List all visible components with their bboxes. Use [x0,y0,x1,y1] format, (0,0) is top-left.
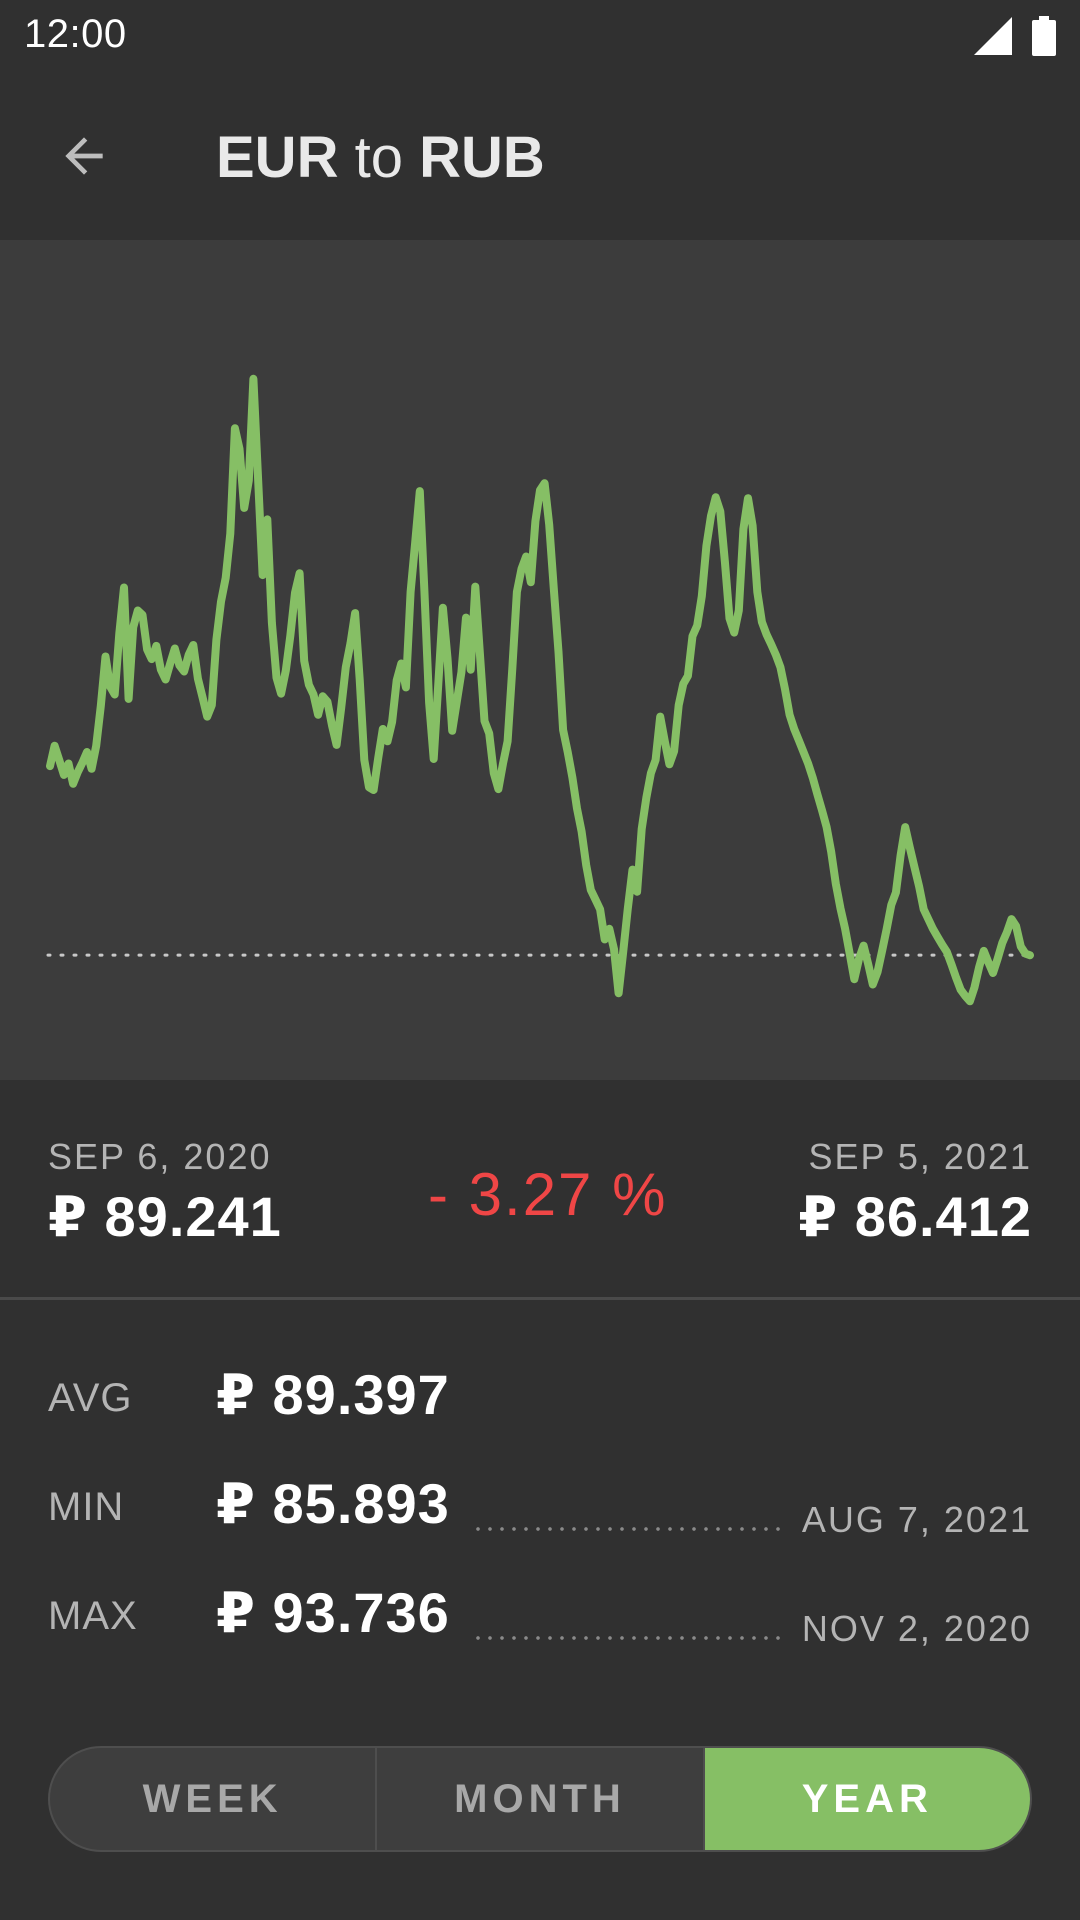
stat-min-leader-dots [472,1527,782,1531]
period-month-button[interactable]: MONTH [375,1748,702,1850]
period-summary: SEP 6, 2020 ₽ 89.241 - 3.27 % SEP 5, 202… [0,1080,1080,1298]
divider [0,1297,1080,1300]
period-week-button[interactable]: WEEK [142,1776,283,1821]
stat-max-value: ₽ 93.736 [216,1581,450,1644]
end-value: ₽ 86.412 [798,1185,1032,1248]
stat-max-date: NOV 2, 2020 [801,1608,1032,1649]
stat-min-value: ₽ 85.893 [216,1472,450,1535]
chart-svg [46,374,1034,1006]
stat-min: MIN ₽ 85.893 AUG 7, 2021 [0,1471,1080,1561]
page-title: EUR to RUB [216,124,545,191]
title-from-currency: EUR [216,125,339,190]
title-to-currency: RUB [419,125,545,190]
stat-min-label: MIN [48,1485,125,1529]
app-bar: EUR to RUB [0,72,1080,240]
rate-chart[interactable] [0,240,1080,1080]
change-percent: - 3.27 % [428,1161,668,1228]
title-to-word: to [354,125,403,190]
stat-avg: AVG ₽ 89.397 [0,1362,1080,1452]
status-icons [974,16,1056,56]
stat-max-label: MAX [48,1594,138,1638]
start-value: ₽ 89.241 [48,1185,282,1248]
signal-icon [974,17,1012,55]
chart-series-line [46,374,1034,1006]
stat-avg-label: AVG [48,1376,133,1420]
period-year-button[interactable]: YEAR [702,1748,1030,1850]
stat-max: MAX ₽ 93.736 NOV 2, 2020 [0,1580,1080,1670]
start-date: SEP 6, 2020 [48,1136,272,1177]
battery-icon [1032,16,1056,56]
arrow-left-icon [65,137,103,175]
stat-avg-value: ₽ 89.397 [216,1363,450,1426]
stat-min-date: AUG 7, 2021 [801,1499,1032,1540]
end-date: SEP 5, 2021 [808,1136,1032,1177]
period-selector: WEEK MONTH YEAR [48,1746,1032,1852]
stat-max-leader-dots [472,1636,782,1640]
status-time: 12:00 [24,12,127,56]
status-bar: 12:00 [0,0,1080,72]
back-button[interactable] [48,120,120,192]
